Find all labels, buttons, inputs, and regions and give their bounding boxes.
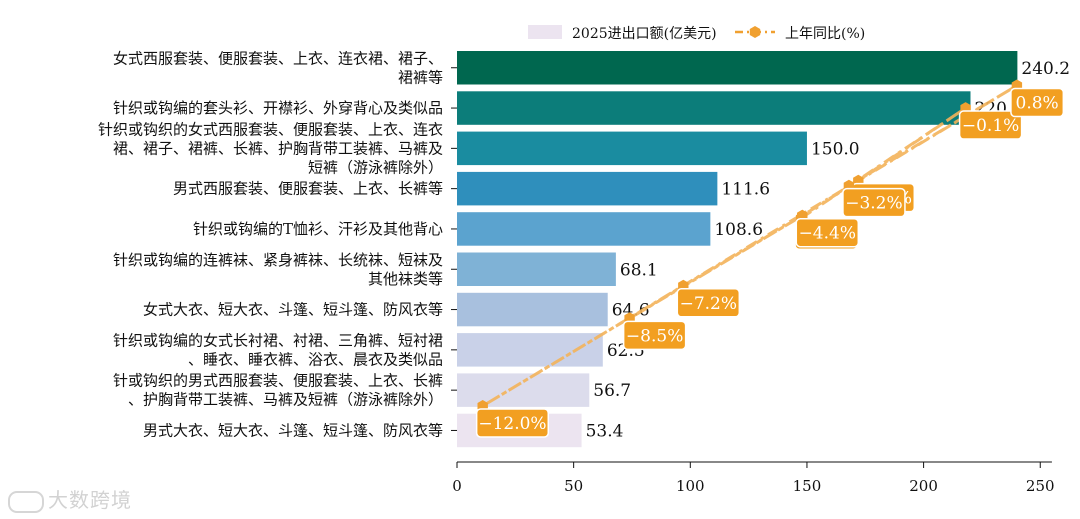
bar bbox=[457, 171, 718, 206]
yoy-value-label: −7.2% bbox=[680, 294, 737, 314]
yoy-label-box bbox=[475, 408, 550, 438]
category-label: 针织或钩编的T恤衫、汗衫及其他背心 bbox=[193, 220, 443, 238]
category-label: 针织或钩织的女式西服套装、便服套装、上衣、连衣裙、裙子、裙裤、长裤、护胸背带工装… bbox=[98, 120, 443, 176]
yoy-label-box bbox=[842, 187, 906, 218]
yoy-value-label: −0.1% bbox=[962, 116, 1019, 136]
bar bbox=[457, 333, 603, 367]
legend-bar-label: 2025进出口额(亿美元) bbox=[572, 26, 717, 42]
bar bbox=[457, 212, 711, 246]
category-label: 针或钩织的男式西服套装、便服套装、上衣、长裤、护胸背带工装裤、马裤及短裤（游泳裤… bbox=[113, 372, 443, 409]
legend-bar-swatch bbox=[528, 25, 562, 39]
yoy-value-label: −8.5% bbox=[626, 326, 683, 346]
legend-line-label: 上年同比(%) bbox=[785, 26, 865, 42]
bar-value-label: 53.4 bbox=[586, 421, 624, 441]
category-label: 男式西服套装、便服套装、上衣、长裤等 bbox=[173, 180, 443, 198]
yoy-value-label: −3.2% bbox=[845, 194, 902, 214]
bar-value-label: 240.2 bbox=[1021, 59, 1070, 79]
category-label: 男式大衣、短大衣、斗篷、短斗篷、防风衣等 bbox=[143, 421, 443, 439]
watermark: 大数跨境 bbox=[8, 484, 132, 513]
bar bbox=[457, 252, 616, 286]
bar-value-label: 64.6 bbox=[612, 301, 650, 321]
category-label: 女式大衣、短大衣、斗篷、短斗篷、防风衣等 bbox=[143, 301, 443, 319]
bar bbox=[457, 292, 608, 327]
yoy-label-box bbox=[676, 288, 741, 318]
x-tick-label: 100 bbox=[676, 477, 705, 495]
category-label: 针织或钩编的女式长衬裙、衬裙、三角裤、短衬裙、睡衣、睡衣裤、浴衣、晨衣及类似品 bbox=[113, 331, 443, 368]
legend-line-marker bbox=[749, 26, 761, 38]
bar bbox=[457, 51, 1018, 85]
x-tick-label: 200 bbox=[909, 477, 938, 495]
bar-value-label: 68.1 bbox=[620, 260, 658, 280]
bar-value-label: 150.0 bbox=[811, 139, 860, 159]
yoy-line bbox=[481, 84, 1018, 408]
yoy-value-label: 0.8% bbox=[1016, 94, 1059, 114]
brand-logo-icon bbox=[8, 490, 44, 513]
yoy-label-box bbox=[958, 110, 1023, 140]
x-tick-label: 250 bbox=[1026, 477, 1055, 495]
bar bbox=[457, 373, 590, 407]
x-tick-label: 0 bbox=[452, 477, 462, 495]
yoy-label-box bbox=[1010, 87, 1065, 118]
category-label: 针织或钩编的套头衫、开襟衫、外穿背心及类似品 bbox=[113, 99, 443, 117]
bar bbox=[457, 131, 807, 166]
bar-value-label: 111.6 bbox=[721, 180, 770, 200]
yoy-label-box bbox=[795, 217, 860, 248]
bar-value-label: 56.7 bbox=[593, 381, 631, 401]
category-label: 针织或钩编的连裤袜、紧身裤袜、长统袜、短袜及其他袜类等 bbox=[113, 251, 443, 288]
yoy-label-box bbox=[622, 320, 687, 351]
yoy-value-label: −4.4% bbox=[799, 224, 856, 244]
category-label: 女式西服套装、便服套装、上衣、连衣裙、裙子、裙裤等 bbox=[113, 49, 443, 86]
watermark-text: 大数跨境 bbox=[48, 488, 132, 512]
yoy-value-label: −12.0% bbox=[478, 414, 546, 434]
x-tick-label: 50 bbox=[564, 477, 583, 495]
bar-value-label: 108.6 bbox=[714, 220, 763, 240]
bar bbox=[457, 91, 971, 125]
x-tick-label: 150 bbox=[793, 477, 822, 495]
